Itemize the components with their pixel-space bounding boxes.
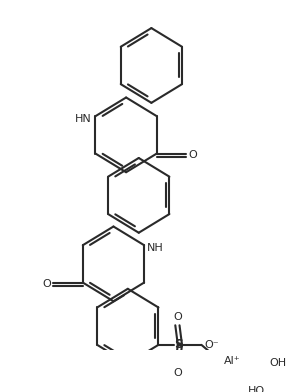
Text: Al⁺: Al⁺ — [224, 356, 241, 366]
Text: HO: HO — [248, 386, 265, 392]
Text: O⁻: O⁻ — [205, 340, 219, 350]
Text: S: S — [174, 338, 183, 351]
Text: NH: NH — [147, 243, 163, 253]
Text: HN: HN — [74, 114, 91, 124]
Text: O: O — [173, 368, 182, 378]
Text: OH: OH — [270, 358, 286, 368]
Text: O: O — [189, 150, 198, 160]
Text: O: O — [173, 312, 182, 322]
Text: O: O — [42, 279, 51, 289]
